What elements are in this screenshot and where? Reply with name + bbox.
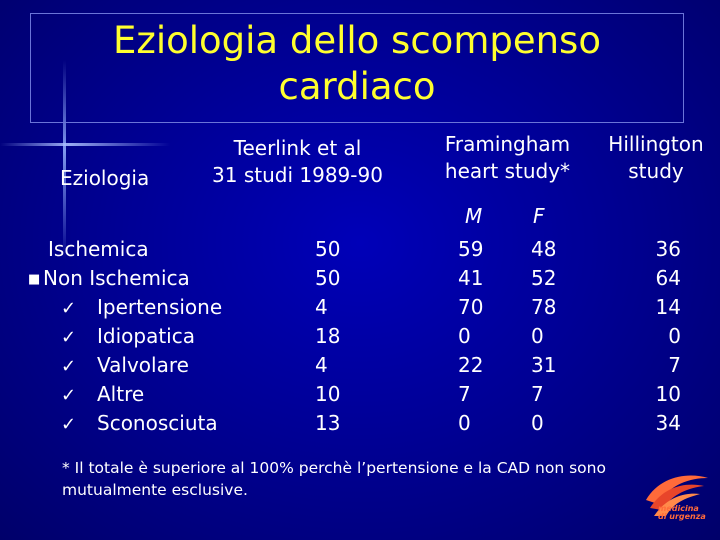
column-teerlink: 50 50 4 18 4 10 13 [315, 235, 365, 438]
logo-text-line-2: di urgenza [658, 512, 706, 521]
footnote-line-2: mutualmente esclusive. [62, 481, 248, 499]
decorative-vertical-line [63, 60, 66, 260]
cell-framingham-m: 59 [458, 237, 484, 261]
header-eziologia-text: Eziologia [60, 166, 150, 190]
title-frame [30, 13, 684, 123]
logo-text-line-1: medicina [658, 504, 699, 513]
header-teerlink: Teerlink et al 31 studi 1989-90 [195, 135, 400, 189]
cell-hillington: 10 [655, 382, 681, 406]
cell-framingham-f: 31 [531, 353, 557, 377]
cell-framingham-f: 0 [531, 324, 544, 348]
cell-framingham-f: 52 [531, 266, 557, 290]
row-label-text: Valvolare [97, 353, 189, 377]
title-line-2: cardiaco [278, 65, 436, 108]
cell-framingham-f: 48 [531, 237, 557, 261]
cell-hillington: 64 [655, 266, 681, 290]
cell-framingham-f: 7 [531, 382, 544, 406]
header-teerlink-line2: 31 studi 1989-90 [212, 163, 383, 187]
column-framingham-m: 59 41 70 0 22 7 0 [458, 235, 508, 438]
cell-teerlink: 18 [315, 324, 341, 348]
cell-hillington: 14 [655, 295, 681, 319]
cell-teerlink: 4 [315, 295, 328, 319]
checkmark-icon: ✓ [61, 414, 77, 435]
cell-hillington: 0 [668, 324, 681, 348]
cell-teerlink: 50 [315, 266, 341, 290]
footnote-line-1: * Il totale è superiore al 100% perchè l… [62, 459, 606, 477]
cell-framingham-m: 70 [458, 295, 484, 319]
cell-teerlink: 10 [315, 382, 341, 406]
header-framingham-line2: heart study* [444, 159, 571, 183]
header-hillington-line1: Hillington [608, 132, 704, 156]
column-framingham-f: 48 52 78 0 31 7 0 [531, 235, 581, 438]
medicina-urgenza-logo-icon [646, 475, 708, 516]
cell-framingham-m: 7 [458, 382, 471, 406]
row-label: ✓ Sconosciuta [28, 409, 268, 438]
cell-hillington: 36 [655, 237, 681, 261]
cell-hillington: 7 [668, 353, 681, 377]
checkmark-icon: ✓ [61, 327, 77, 348]
row-label-text: Sconosciuta [97, 411, 218, 435]
row-label-text: Idiopatica [97, 324, 195, 348]
row-label-text: Ipertensione [97, 295, 223, 319]
row-label: Ischemica [28, 235, 268, 264]
header-hillington: Hillington study [598, 131, 714, 185]
header-eziologia: Eziologia [60, 165, 170, 192]
square-bullet-icon: ■ [28, 272, 41, 287]
cell-teerlink: 13 [315, 411, 341, 435]
footnote: * Il totale è superiore al 100% perchè l… [62, 457, 662, 501]
header-framingham-line1: Framingham [444, 132, 571, 156]
row-labels: Ischemica ■ Non Ischemica ✓ Ipertensione ✓… [28, 235, 268, 438]
cell-framingham-m: 0 [458, 324, 471, 348]
row-label: ✓ Altre [28, 380, 268, 409]
cell-framingham-m: 41 [458, 266, 484, 290]
decorative-horizontal-line [0, 143, 170, 146]
row-label: ✓ Valvolare [28, 351, 268, 380]
slide-title: Eziologia dello scompenso cardiaco [30, 18, 684, 110]
subheader-m: M [465, 204, 483, 228]
title-line-1: Eziologia dello scompenso [113, 19, 601, 62]
checkmark-icon: ✓ [61, 298, 77, 319]
cell-framingham-m: 0 [458, 411, 471, 435]
cell-framingham-f: 78 [531, 295, 557, 319]
checkmark-icon: ✓ [61, 356, 77, 377]
checkmark-icon: ✓ [61, 385, 77, 406]
cell-framingham-m: 22 [458, 353, 484, 377]
subheader-f: F [533, 204, 545, 228]
row-label: ■ Non Ischemica [28, 264, 268, 293]
cell-framingham-f: 0 [531, 411, 544, 435]
cell-teerlink: 4 [315, 353, 328, 377]
header-teerlink-line1: Teerlink et al [233, 136, 362, 160]
header-framingham: Framingham heart study* [425, 131, 590, 185]
row-label: ✓ Idiopatica [28, 322, 268, 351]
row-label: ✓ Ipertensione [28, 293, 268, 322]
row-label-text: Ischemica [48, 237, 149, 261]
cell-hillington: 34 [655, 411, 681, 435]
logo-text: medicina di urgenza [658, 505, 706, 521]
row-label-text: Altre [97, 382, 145, 406]
header-hillington-line2: study [628, 159, 684, 183]
cell-teerlink: 50 [315, 237, 341, 261]
row-label-text: Non Ischemica [43, 266, 190, 290]
column-hillington: 36 64 14 0 7 10 34 [630, 235, 681, 438]
